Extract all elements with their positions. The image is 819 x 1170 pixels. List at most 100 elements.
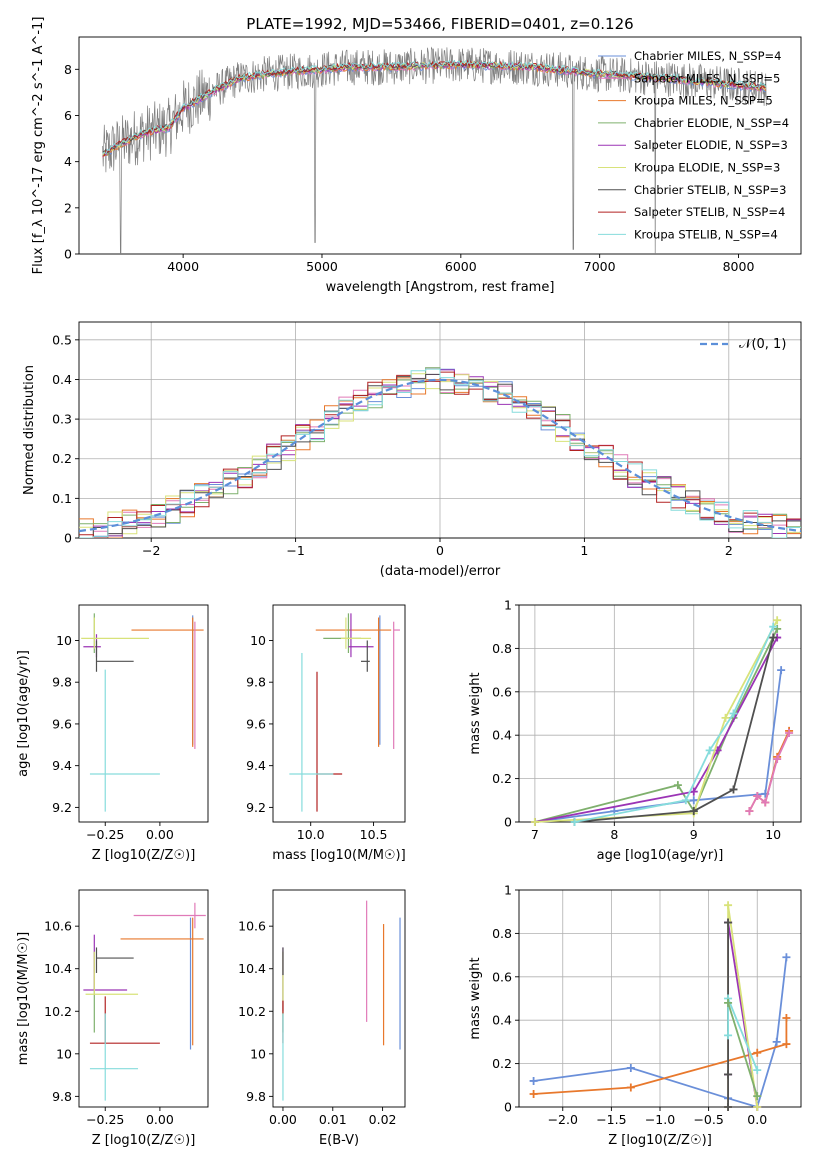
errorbar-kroupa_stelib <box>289 652 334 812</box>
spectrum-axes: 4000 5000 6000 7000 8000 0 2 4 6 8 wavelength [Ang… <box>31 17 802 295</box>
weight-marker <box>724 1031 733 1040</box>
age_vs_Z-errorbars <box>81 613 204 812</box>
weight-marker <box>724 1070 733 1079</box>
residuals-xlabel: (data-model)/error <box>380 564 501 579</box>
age_vs_Z-xlabel: Z [log10(Z/Z☉)] <box>92 848 196 863</box>
errorbar-kroupa_elodie <box>340 617 372 649</box>
y-tick-label: 0 <box>504 815 512 830</box>
y-tick-label: 0 <box>64 531 72 546</box>
weight-marker <box>753 1092 762 1101</box>
y-tick-label: 10 <box>250 633 266 648</box>
y-tick-label: 9.4 <box>246 758 266 773</box>
weight-line <box>534 628 779 823</box>
errorbar-kroupa_elodie <box>85 951 139 995</box>
x-tick-label: 0.02 <box>369 1112 397 1127</box>
weight_vs_Z-axes: −2.0 −1.5 −1.0 −0.5 0.0 0 0.2 0.4 0.6 0.8 1 Z [log1… <box>468 883 802 1148</box>
spectrum-lines <box>102 46 767 254</box>
weight_vs_Z-lines <box>529 901 791 1111</box>
weight-marker <box>753 1048 762 1057</box>
y-tick-label: 0.8 <box>492 641 512 656</box>
weight-marker <box>626 1083 635 1092</box>
mass_vs_ebv-frame <box>272 889 406 1108</box>
y-tick-label: 1 <box>504 883 512 898</box>
weight-marker <box>724 1103 733 1111</box>
weight-marker <box>773 616 782 625</box>
weight-marker <box>782 1014 791 1023</box>
y-tick-label: 4 <box>64 154 72 169</box>
legend-entry: Chabrier ELODIE, N_SSP=4 <box>634 116 789 130</box>
y-tick-label: 8 <box>64 62 72 77</box>
residual-histograms <box>79 367 801 538</box>
weight-marker <box>673 781 682 790</box>
weight-marker <box>745 807 754 816</box>
mass_vs_Z-errorbars <box>83 902 206 1101</box>
weight-marker <box>529 1076 538 1085</box>
weight-series-salpeter_elodie <box>724 918 762 1111</box>
errorbar-kroupa_stelib <box>89 1013 139 1101</box>
weight-marker <box>782 953 791 962</box>
y-tick-label: 2 <box>64 200 72 215</box>
age_vs_mass-errorbars <box>289 613 400 812</box>
y-tick-label: 10.2 <box>44 1004 72 1019</box>
weight-marker <box>777 666 786 675</box>
y-tick-label: 9.8 <box>52 675 72 690</box>
mass_vs_Z-axes: −0.25 0.00 9.8 10 10.2 10.4 10.6 Z [log10(Z/Z☉)… <box>16 889 209 1148</box>
age_vs_Z-ylabel: age [log10(age/yr)] <box>16 650 31 777</box>
errorbar-salpeter_elodie <box>83 634 101 658</box>
x-tick-label: 0.00 <box>146 1112 174 1127</box>
weight-series-salpeter_miles <box>745 729 794 816</box>
weight-marker <box>689 787 698 796</box>
y-tick-label: 0 <box>64 247 72 262</box>
weight-marker <box>529 1089 538 1098</box>
y-tick-label: 10.4 <box>44 961 72 976</box>
weight-marker <box>689 807 698 816</box>
weight-marker <box>729 785 738 794</box>
y-tick-label: 9.4 <box>52 758 72 773</box>
weight-marker <box>761 798 770 807</box>
x-tick-label: −0.25 <box>86 1112 124 1127</box>
weight_vs_Z-xlabel: Z [log10(Z/Z☉)] <box>608 1133 712 1148</box>
weight_vs_age-axes: 7 8 9 10 0 0.2 0.4 0.6 0.8 1 age [log10(age/yr)] ma… <box>468 598 802 863</box>
weight-line <box>533 957 788 1109</box>
x-tick-label: 9 <box>690 827 698 842</box>
weight-marker <box>753 1103 762 1111</box>
errorbar-kroupa_miles <box>315 617 392 747</box>
weight-marker <box>626 1063 635 1072</box>
y-tick-label: 0.2 <box>492 771 512 786</box>
weight-marker <box>721 713 730 722</box>
y-tick-label: 0.6 <box>492 684 512 699</box>
weight-marker <box>782 1040 791 1049</box>
x-tick-label: −1.5 <box>596 1112 626 1127</box>
weight-marker <box>772 1037 781 1046</box>
errorbar-chabrier_stelib <box>361 640 370 672</box>
x-tick-label: 1 <box>580 543 588 558</box>
y-tick-label: 0.2 <box>52 451 72 466</box>
errorbar-kroupa_stelib <box>89 669 160 812</box>
x-tick-label: 4000 <box>167 259 199 274</box>
legend-entry: Kroupa MILES, N_SSP=5 <box>634 94 773 108</box>
weight-series-chabrier_stelib <box>724 918 733 1111</box>
errorbar-salpeter_stelib <box>89 996 160 1044</box>
legend-entry: 𝒩(0, 1) <box>739 337 786 352</box>
weight-line <box>574 626 775 823</box>
y-tick-label: 0.6 <box>492 969 512 984</box>
weight_vs_Z-ylabel: mass weight <box>468 957 483 1039</box>
legend-entry: Salpeter MILES, N_SSP=5 <box>634 71 780 85</box>
age_vs_mass-axes: 10.0 10.5 9.2 9.4 9.6 9.8 10 mass [log10(M/M☉)] <box>246 604 406 863</box>
x-tick-label: −1.0 <box>645 1112 675 1127</box>
weight-series-chabrier_stelib <box>570 633 778 826</box>
weight-marker <box>705 746 714 755</box>
weight_vs_age-frame <box>518 604 802 823</box>
y-tick-label: 10.4 <box>238 961 266 976</box>
spectrum-legend: Chabrier MILES, N_SSP=4 Salpeter MILES, N… <box>598 49 789 241</box>
errorbar-chabrier_stelib <box>95 947 134 973</box>
y-tick-label: 0.4 <box>492 728 512 743</box>
x-tick-label: 0.01 <box>319 1112 347 1127</box>
errorbar-kroupa_miles <box>120 917 204 1046</box>
weight-line <box>534 637 778 823</box>
y-tick-label: 9.2 <box>52 800 72 815</box>
mass_vs_Z-xlabel: Z [log10(Z/Z☉)] <box>92 1133 196 1148</box>
observed-spectrum <box>102 46 767 254</box>
errorbar-kroupa_miles <box>131 617 204 747</box>
